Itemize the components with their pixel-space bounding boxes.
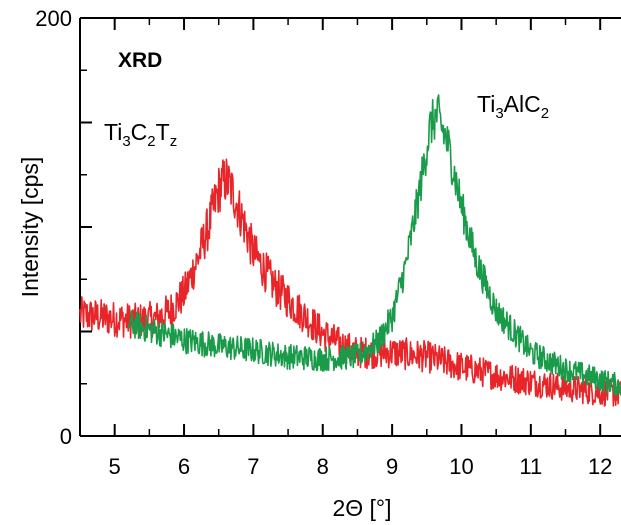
ti3c2tz-n1: 3 bbox=[122, 133, 130, 150]
y-tick-label: 200 bbox=[35, 6, 72, 31]
ti3alc2-n1: 3 bbox=[495, 105, 503, 122]
y-axis-title: Intensity [cps] bbox=[17, 157, 43, 298]
ti3alc2-n2: 2 bbox=[541, 105, 549, 122]
ti3c2tz-n2: 2 bbox=[147, 133, 155, 150]
tick-layer bbox=[79, 17, 602, 437]
x-tick-label: 5 bbox=[109, 454, 121, 479]
label-layer: 5 6 7 8 9 10 11 12 0 200 bbox=[35, 6, 612, 479]
x-tick-label: 6 bbox=[178, 454, 190, 479]
ti3c2tz-el1: Ti bbox=[104, 119, 122, 145]
xrd-annotation: XRD bbox=[118, 49, 162, 72]
series-layer bbox=[79, 94, 621, 407]
y-tick-label: 0 bbox=[60, 424, 72, 449]
x-tick-label: 12 bbox=[588, 454, 612, 479]
x-tick-label: 11 bbox=[519, 454, 542, 479]
x-axis-title: 2Θ [°] bbox=[332, 495, 391, 521]
ti3alc2-label: Ti3AlC2 bbox=[477, 91, 549, 122]
x-tick-label: 10 bbox=[449, 454, 473, 479]
plot-frame bbox=[79, 17, 621, 437]
ti3c2tz-label: Ti3C2Tz bbox=[104, 119, 177, 150]
ti3alc2-el1: Ti bbox=[477, 91, 495, 117]
x-tick-label: 9 bbox=[386, 454, 398, 479]
x-tick-label: 8 bbox=[317, 454, 329, 479]
x-tick-label: 7 bbox=[247, 454, 259, 479]
ti3c2tz-el2: C bbox=[131, 119, 148, 145]
series-line-2 bbox=[127, 94, 621, 396]
ti3c2tz-el3: T bbox=[156, 119, 170, 145]
ti3c2tz-n3: z bbox=[170, 133, 178, 150]
ti3alc2-el2: AlC bbox=[504, 91, 541, 117]
